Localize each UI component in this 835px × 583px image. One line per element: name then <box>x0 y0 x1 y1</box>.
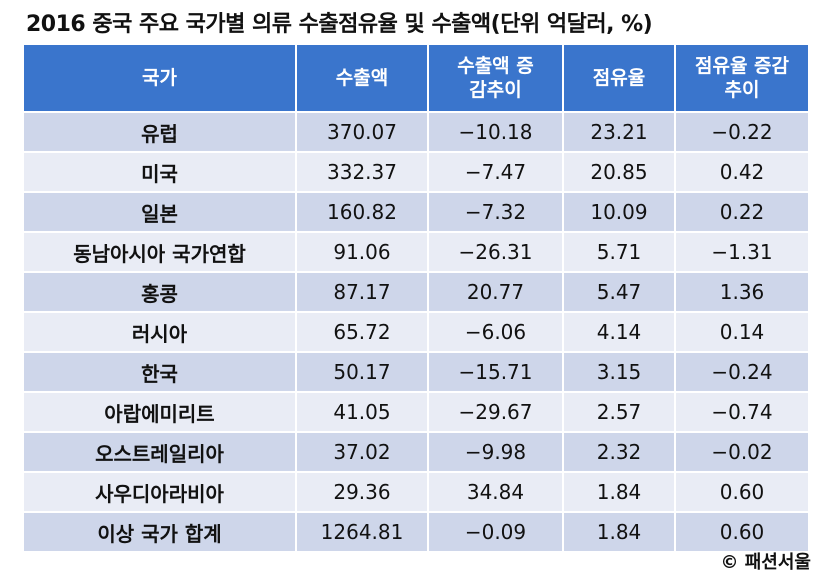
export-change-cell: 20.77 <box>428 272 564 313</box>
table-row: 이상 국가 합계 1264.81 −0.09 1.84 0.60 <box>24 512 808 553</box>
share-change-cell: −0.22 <box>675 112 808 153</box>
share-change-cell: −0.02 <box>675 432 808 473</box>
export-value-cell: 29.36 <box>296 472 429 513</box>
export-value-cell: 37.02 <box>296 432 429 473</box>
share-cell: 2.32 <box>563 432 676 473</box>
country-cell: 동남아시아 국가연합 <box>24 232 297 273</box>
chart-title: 2016 중국 주요 국가별 의류 수출점유율 및 수출액(단위 억달러, %) <box>26 12 653 37</box>
export-change-cell: −6.06 <box>428 312 564 353</box>
table-row: 한국 50.17 −15.71 3.15 −0.24 <box>24 352 808 393</box>
share-cell: 20.85 <box>563 152 676 193</box>
export-value-cell: 370.07 <box>296 112 429 153</box>
export-value-cell: 332.37 <box>296 152 429 193</box>
country-cell: 홍콩 <box>24 272 297 313</box>
export-change-cell: −7.47 <box>428 152 564 193</box>
export-value-cell: 160.82 <box>296 192 429 233</box>
table-row: 오스트레일리아 37.02 −9.98 2.32 −0.02 <box>24 432 808 473</box>
country-cell: 아랍에미리트 <box>24 392 297 433</box>
share-change-cell: 0.22 <box>675 192 808 233</box>
share-change-cell: 0.60 <box>675 472 808 513</box>
export-change-cell: −0.09 <box>428 512 564 553</box>
export-change-cell: −29.67 <box>428 392 564 433</box>
table-header-row: 국가 수출액 수출액 증 감추이 점유율 점유율 증감 추이 <box>24 45 808 113</box>
export-value-cell: 50.17 <box>296 352 429 393</box>
header-export-value: 수출액 <box>296 45 429 113</box>
country-cell: 오스트레일리아 <box>24 432 297 473</box>
country-cell: 한국 <box>24 352 297 393</box>
share-cell: 5.71 <box>563 232 676 273</box>
share-cell: 1.84 <box>563 472 676 513</box>
table-row: 동남아시아 국가연합 91.06 −26.31 5.71 −1.31 <box>24 232 808 273</box>
header-share: 점유율 <box>563 45 676 113</box>
header-country: 국가 <box>24 45 297 113</box>
header-share-change: 점유율 증감 추이 <box>675 45 808 113</box>
share-change-cell: 1.36 <box>675 272 808 313</box>
country-cell: 이상 국가 합계 <box>24 512 297 553</box>
country-cell: 미국 <box>24 152 297 193</box>
table-row: 러시아 65.72 −6.06 4.14 0.14 <box>24 312 808 353</box>
table-row: 미국 332.37 −7.47 20.85 0.42 <box>24 152 808 193</box>
export-share-table: 국가 수출액 수출액 증 감추이 점유율 점유율 증감 추이 유럽 370.07 −10.1… <box>24 45 808 553</box>
header-export-change: 수출액 증 감추이 <box>428 45 564 113</box>
share-cell: 5.47 <box>563 272 676 313</box>
table-row: 아랍에미리트 41.05 −29.67 2.57 −0.74 <box>24 392 808 433</box>
share-change-cell: −0.24 <box>675 352 808 393</box>
export-change-cell: 34.84 <box>428 472 564 513</box>
share-change-cell: 0.60 <box>675 512 808 553</box>
share-change-cell: 0.14 <box>675 312 808 353</box>
table-row: 사우디아라비아 29.36 34.84 1.84 0.60 <box>24 472 808 513</box>
export-change-cell: −15.71 <box>428 352 564 393</box>
share-cell: 4.14 <box>563 312 676 353</box>
export-change-cell: −26.31 <box>428 232 564 273</box>
export-change-cell: −7.32 <box>428 192 564 233</box>
export-value-cell: 87.17 <box>296 272 429 313</box>
share-change-cell: 0.42 <box>675 152 808 193</box>
export-change-cell: −10.18 <box>428 112 564 153</box>
export-change-cell: −9.98 <box>428 432 564 473</box>
share-cell: 3.15 <box>563 352 676 393</box>
export-value-cell: 41.05 <box>296 392 429 433</box>
share-cell: 10.09 <box>563 192 676 233</box>
table-body: 유럽 370.07 −10.18 23.21 −0.22 미국 332.37 −7.47 20.… <box>24 112 808 553</box>
export-value-cell: 65.72 <box>296 312 429 353</box>
country-cell: 사우디아라비아 <box>24 472 297 513</box>
share-cell: 23.21 <box>563 112 676 153</box>
share-change-cell: −1.31 <box>675 232 808 273</box>
table-row: 홍콩 87.17 20.77 5.47 1.36 <box>24 272 808 313</box>
country-cell: 러시아 <box>24 312 297 353</box>
copyright-credit: © 패션서울 <box>720 552 811 573</box>
country-cell: 일본 <box>24 192 297 233</box>
export-value-cell: 91.06 <box>296 232 429 273</box>
share-change-cell: −0.74 <box>675 392 808 433</box>
share-cell: 1.84 <box>563 512 676 553</box>
export-value-cell: 1264.81 <box>296 512 429 553</box>
table-row: 유럽 370.07 −10.18 23.21 −0.22 <box>24 112 808 153</box>
country-cell: 유럽 <box>24 112 297 153</box>
table-row: 일본 160.82 −7.32 10.09 0.22 <box>24 192 808 233</box>
share-cell: 2.57 <box>563 392 676 433</box>
